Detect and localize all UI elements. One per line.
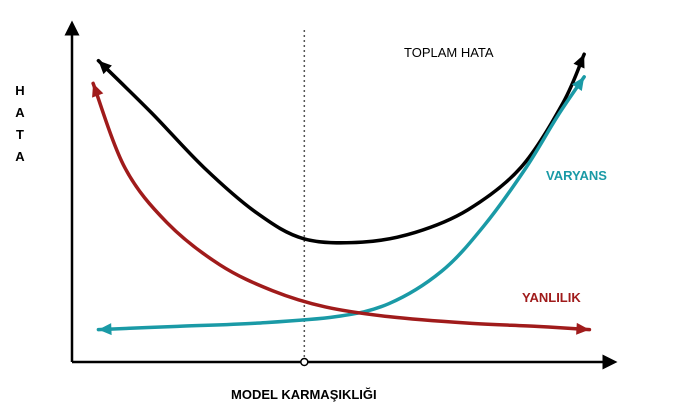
- series-line-total-error: [96, 52, 586, 245]
- y-axis-label-letter: T: [16, 127, 24, 142]
- arrowhead-end-variance: [571, 76, 585, 92]
- arrowhead-start-variance: [98, 323, 112, 336]
- series-label-total-error: TOPLAM HATA: [404, 45, 494, 60]
- arrowhead-start-total-error: [98, 60, 112, 75]
- series-layer: [91, 52, 592, 336]
- series-label-variance: VARYANS: [546, 168, 607, 183]
- arrowhead-start-bias: [92, 83, 104, 98]
- y-axis-label-letter: A: [15, 149, 25, 164]
- axes: [64, 20, 618, 370]
- optimum-vertical-line: [300, 30, 309, 367]
- arrowhead-end-bias: [576, 322, 590, 335]
- x-axis-label: MODEL KARMAŞIKLIĞI: [231, 387, 377, 402]
- y-axis-label-letter: H: [15, 83, 25, 98]
- series-label-bias: YANLILIK: [522, 290, 581, 305]
- series-line-variance: [96, 75, 586, 332]
- arrowhead-end-total-error: [573, 54, 585, 69]
- optimum-point-marker: [300, 357, 309, 367]
- series-line-bias: [91, 81, 592, 332]
- y-axis-label-letter: A: [15, 105, 25, 120]
